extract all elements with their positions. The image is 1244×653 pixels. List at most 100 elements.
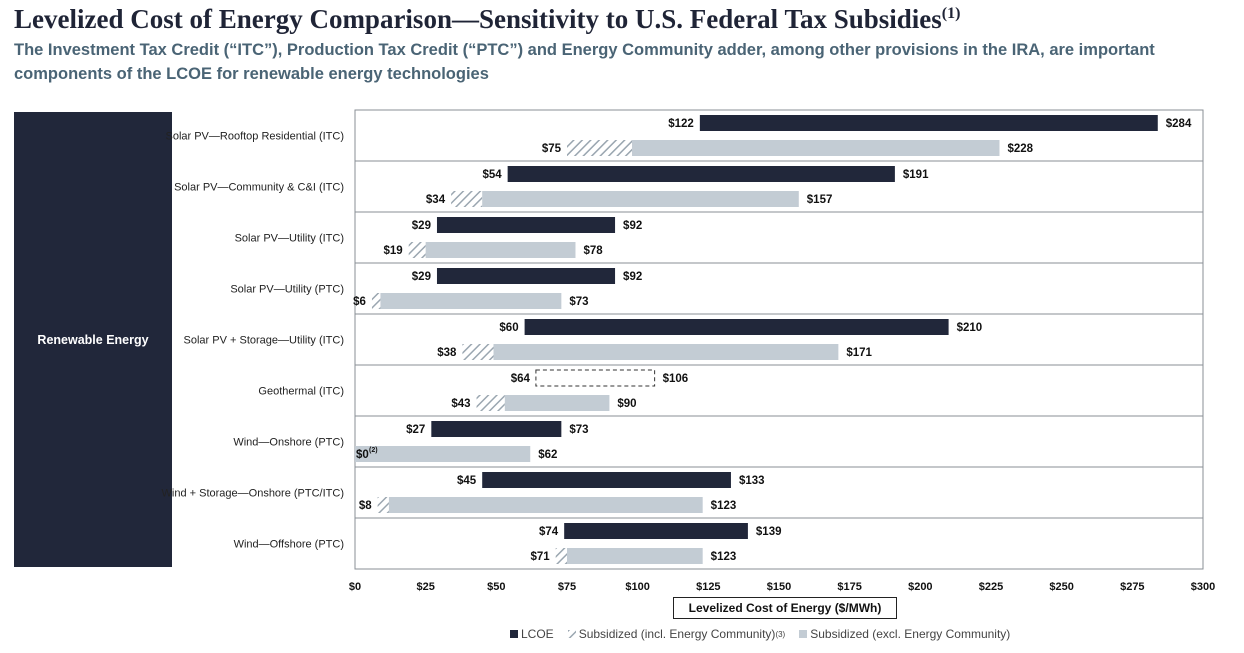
subsidized-excl-bar	[493, 344, 839, 360]
lcoe-low-label: $45	[457, 475, 477, 487]
subsidized-excl-bar	[482, 191, 799, 207]
x-tick-label: $300	[1191, 581, 1215, 593]
category-label: Solar PV—Utility (ITC)	[235, 233, 344, 245]
subsidized-low-label: $71	[531, 551, 551, 563]
lcoe-bar	[482, 472, 731, 488]
subsidized-low-footnote: (2)	[369, 447, 378, 454]
subsidized-excl-bar	[504, 395, 610, 411]
page-subtitle: The Investment Tax Credit (“ITC”), Produ…	[14, 41, 1155, 83]
legend-swatch-lcoe	[510, 630, 518, 638]
subsidized-low-label: $8	[359, 500, 372, 512]
subsidized-high-label: $73	[569, 296, 588, 308]
subsidized-high-label: $171	[846, 347, 872, 359]
subsidized-high-label: $123	[711, 500, 737, 512]
subsidized-incl-bar	[567, 140, 633, 156]
subsidized-excl-bar	[632, 140, 1000, 156]
lcoe-low-label: $54	[482, 169, 502, 181]
legend-footnote-subsidized-incl: (3)	[775, 629, 786, 639]
subsidized-excl-bar	[355, 446, 531, 462]
lcoe-bar	[507, 166, 895, 182]
subsidized-high-label: $90	[617, 398, 636, 410]
subsidized-low-label: $19	[384, 245, 403, 257]
subsidized-incl-bar	[462, 344, 494, 360]
subsidized-high-label: $157	[807, 194, 833, 206]
legend-item-lcoe: LCOE	[510, 627, 554, 641]
subsidized-incl-bar	[371, 293, 381, 309]
legend-label-lcoe: LCOE	[521, 627, 554, 641]
x-tick-label: $250	[1049, 581, 1073, 593]
page-title: Levelized Cost of Energy Comparison—Sens…	[14, 4, 960, 35]
legend-item-subsidized-excl: Subsidized (excl. Energy Community)	[799, 627, 1010, 641]
x-tick-label: $75	[558, 581, 576, 593]
subsidized-excl-bar	[380, 293, 562, 309]
lcoe-low-label: $74	[539, 526, 559, 538]
category-label: Geothermal (ITC)	[258, 386, 344, 398]
lcoe-bar	[535, 369, 656, 387]
x-tick-label: $175	[837, 581, 861, 593]
lcoe-bar	[564, 523, 748, 539]
category-label: Solar PV + Storage—Utility (ITC)	[184, 335, 344, 347]
lcoe-high-label: $191	[903, 169, 929, 181]
x-tick-label: $200	[908, 581, 932, 593]
plot-frame	[354, 109, 1204, 570]
lcoe-bar	[699, 115, 1158, 131]
subsidized-incl-bar	[408, 242, 426, 258]
legend-swatch-subsidized-incl	[567, 630, 576, 638]
subsidized-high-label: $123	[711, 551, 737, 563]
category-label: Solar PV—Rooftop Residential (ITC)	[165, 131, 344, 143]
subsidized-high-label: $228	[1007, 143, 1033, 155]
chart-legend: LCOE Subsidized (incl. Energy Community)…	[510, 627, 1024, 641]
lcoe-low-label: $64	[511, 373, 531, 385]
x-tick-label: $50	[487, 581, 505, 593]
category-label: Wind—Offshore (PTC)	[234, 539, 344, 551]
category-label: Wind—Onshore (PTC)	[233, 437, 344, 449]
subsidized-low-label: $6	[353, 296, 366, 308]
legend-item-subsidized-incl: Subsidized (incl. Energy Community) (3)	[567, 627, 786, 641]
subsidized-incl-bar	[377, 497, 389, 513]
lcoe-high-label: $73	[569, 424, 588, 436]
subsidized-low-label: $75	[542, 143, 562, 155]
lcoe-high-label: $210	[957, 322, 983, 334]
category-label: Solar PV—Utility (PTC)	[230, 284, 344, 296]
subsidized-excl-bar	[388, 497, 703, 513]
lcoe-low-label: $122	[668, 118, 694, 130]
lcoe-high-label: $92	[623, 220, 642, 232]
lcoe-high-label: $133	[739, 475, 765, 487]
category-label: Solar PV—Community & C&I (ITC)	[174, 182, 344, 194]
lcoe-high-label: $106	[663, 373, 689, 385]
lcoe-low-label: $29	[412, 220, 431, 232]
x-tick-label: $0	[349, 581, 361, 593]
subsidized-excl-bar	[425, 242, 576, 258]
subsidized-high-label: $78	[583, 245, 603, 257]
lcoe-bar	[436, 268, 616, 284]
x-tick-label: $100	[625, 581, 649, 593]
subsidized-incl-bar	[451, 191, 483, 207]
x-tick-label: $25	[416, 581, 434, 593]
subsidized-low-label: $34	[426, 194, 446, 206]
lcoe-bar	[431, 421, 562, 437]
x-tick-label: $150	[767, 581, 791, 593]
title-text: Levelized Cost of Energy Comparison—Sens…	[14, 4, 942, 34]
subsidized-low-label: $38	[437, 347, 457, 359]
subsidized-low-label: $43	[451, 398, 470, 410]
subsidized-low-label: $0	[356, 449, 369, 461]
lcoe-low-label: $60	[499, 322, 518, 334]
lcoe-low-label: $27	[406, 424, 425, 436]
x-tick-label: $225	[979, 581, 1003, 593]
category-group-panel: Renewable Energy	[14, 112, 172, 567]
legend-label-subsidized-incl: Subsidized (incl. Energy Community)	[578, 627, 776, 641]
lcoe-bar	[436, 217, 616, 233]
lcoe-high-label: $139	[756, 526, 782, 538]
category-group-label: Renewable Energy	[37, 332, 149, 347]
category-label: Wind + Storage—Onshore (PTC/ITC)	[162, 488, 344, 500]
subsidized-high-label: $62	[538, 449, 557, 461]
x-axis-title: Levelized Cost of Energy ($/MWh)	[673, 597, 897, 619]
lcoe-high-label: $92	[623, 271, 642, 283]
legend-swatch-subsidized-excl	[799, 630, 808, 638]
x-tick-label: $275	[1120, 581, 1144, 593]
lcoe-low-label: $29	[412, 271, 431, 283]
title-footnote: (1)	[941, 5, 961, 22]
subsidized-incl-bar	[476, 395, 505, 411]
lcoe-high-label: $284	[1166, 118, 1192, 130]
